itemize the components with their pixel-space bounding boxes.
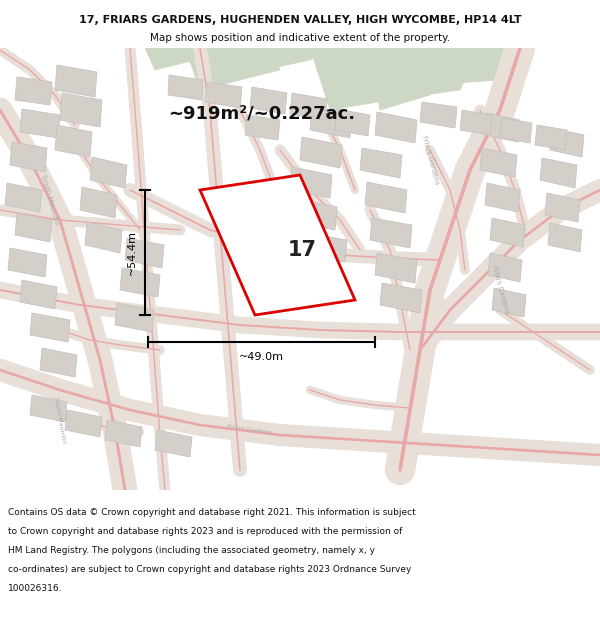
Text: Friars Gardens: Friars Gardens	[491, 265, 509, 315]
Polygon shape	[548, 223, 582, 252]
Polygon shape	[55, 125, 92, 157]
Polygon shape	[120, 268, 160, 297]
Polygon shape	[485, 113, 520, 142]
Polygon shape	[250, 87, 287, 114]
Polygon shape	[310, 48, 420, 110]
Polygon shape	[80, 187, 117, 218]
Polygon shape	[145, 48, 205, 70]
Polygon shape	[15, 213, 52, 242]
Polygon shape	[40, 348, 77, 377]
Text: co-ordinates) are subject to Crown copyright and database rights 2023 Ordnance S: co-ordinates) are subject to Crown copyr…	[8, 565, 412, 574]
Polygon shape	[8, 248, 47, 277]
Text: ~49.0m: ~49.0m	[239, 352, 284, 362]
Text: HM Land Registry. The polygons (including the associated geometry, namely x, y: HM Land Registry. The polygons (includin…	[8, 546, 375, 555]
Text: 17, FRIARS GARDENS, HUGHENDEN VALLEY, HIGH WYCOMBE, HP14 4LT: 17, FRIARS GARDENS, HUGHENDEN VALLEY, HI…	[79, 15, 521, 25]
Polygon shape	[488, 253, 522, 282]
Polygon shape	[65, 410, 102, 437]
Polygon shape	[125, 238, 164, 268]
Polygon shape	[90, 157, 127, 188]
Polygon shape	[205, 82, 242, 108]
Polygon shape	[30, 313, 70, 342]
Polygon shape	[340, 48, 510, 90]
Polygon shape	[380, 283, 422, 313]
Polygon shape	[10, 142, 47, 172]
Polygon shape	[360, 148, 402, 178]
Polygon shape	[375, 112, 417, 143]
Polygon shape	[290, 93, 327, 120]
Polygon shape	[375, 253, 417, 283]
Polygon shape	[115, 303, 154, 332]
Polygon shape	[290, 167, 332, 198]
Text: to Crown copyright and database rights 2023 and is reproduced with the permissio: to Crown copyright and database rights 2…	[8, 527, 403, 536]
Polygon shape	[85, 222, 122, 253]
Text: ~54.4m: ~54.4m	[127, 230, 137, 275]
Polygon shape	[5, 183, 42, 212]
Polygon shape	[480, 148, 517, 177]
Polygon shape	[185, 48, 280, 90]
Text: South Maundin: South Maundin	[40, 174, 60, 226]
Polygon shape	[535, 125, 567, 150]
Polygon shape	[492, 288, 526, 317]
Text: 100026316.: 100026316.	[8, 584, 62, 593]
Polygon shape	[305, 233, 347, 262]
Polygon shape	[550, 128, 584, 157]
Polygon shape	[460, 110, 492, 135]
Text: South Maundin: South Maundin	[53, 396, 67, 444]
Text: Friars Gardens: Friars Gardens	[227, 424, 273, 436]
Polygon shape	[365, 182, 407, 213]
Polygon shape	[15, 77, 52, 105]
Polygon shape	[155, 430, 192, 457]
Polygon shape	[380, 48, 480, 100]
Polygon shape	[485, 183, 520, 212]
Polygon shape	[500, 118, 532, 143]
Text: Map shows position and indicative extent of the property.: Map shows position and indicative extent…	[150, 33, 450, 43]
Text: ~919m²/~0.227ac.: ~919m²/~0.227ac.	[168, 105, 355, 123]
Polygon shape	[310, 107, 352, 138]
Polygon shape	[370, 48, 440, 110]
Polygon shape	[105, 420, 142, 447]
Polygon shape	[220, 48, 330, 75]
Polygon shape	[300, 137, 342, 168]
Polygon shape	[370, 218, 412, 248]
Polygon shape	[245, 115, 280, 140]
Polygon shape	[60, 93, 102, 127]
Text: Contains OS data © Crown copyright and database right 2021. This information is : Contains OS data © Crown copyright and d…	[8, 508, 416, 517]
Polygon shape	[20, 109, 60, 138]
Polygon shape	[295, 199, 337, 230]
Text: Friars Gardens: Friars Gardens	[421, 135, 439, 185]
Polygon shape	[490, 218, 525, 247]
Polygon shape	[320, 48, 410, 90]
Polygon shape	[30, 395, 67, 422]
Polygon shape	[545, 193, 580, 222]
Polygon shape	[200, 175, 355, 315]
Text: 17: 17	[288, 240, 317, 260]
Polygon shape	[168, 75, 203, 100]
Polygon shape	[540, 158, 577, 188]
Polygon shape	[335, 109, 370, 136]
Polygon shape	[55, 65, 97, 97]
Polygon shape	[420, 102, 457, 128]
Polygon shape	[20, 280, 57, 309]
